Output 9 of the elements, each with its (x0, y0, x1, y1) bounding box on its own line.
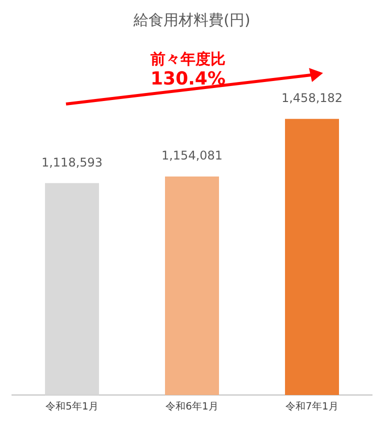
x-tick-label: 令和7年1月 (286, 400, 338, 413)
data-label: 1,458,182 (281, 90, 343, 105)
text: 前々年度比 (150, 50, 226, 68)
x-tick-label: 令和6年1月 (166, 400, 218, 413)
data-label: 1,118,593 (41, 155, 103, 170)
x-tick-label: 令和5年1月 (46, 400, 98, 413)
text: 130.4% (150, 68, 226, 90)
chart-title: 給食用材料費(円) (132, 10, 250, 29)
data-label: 1,154,081 (161, 148, 223, 163)
